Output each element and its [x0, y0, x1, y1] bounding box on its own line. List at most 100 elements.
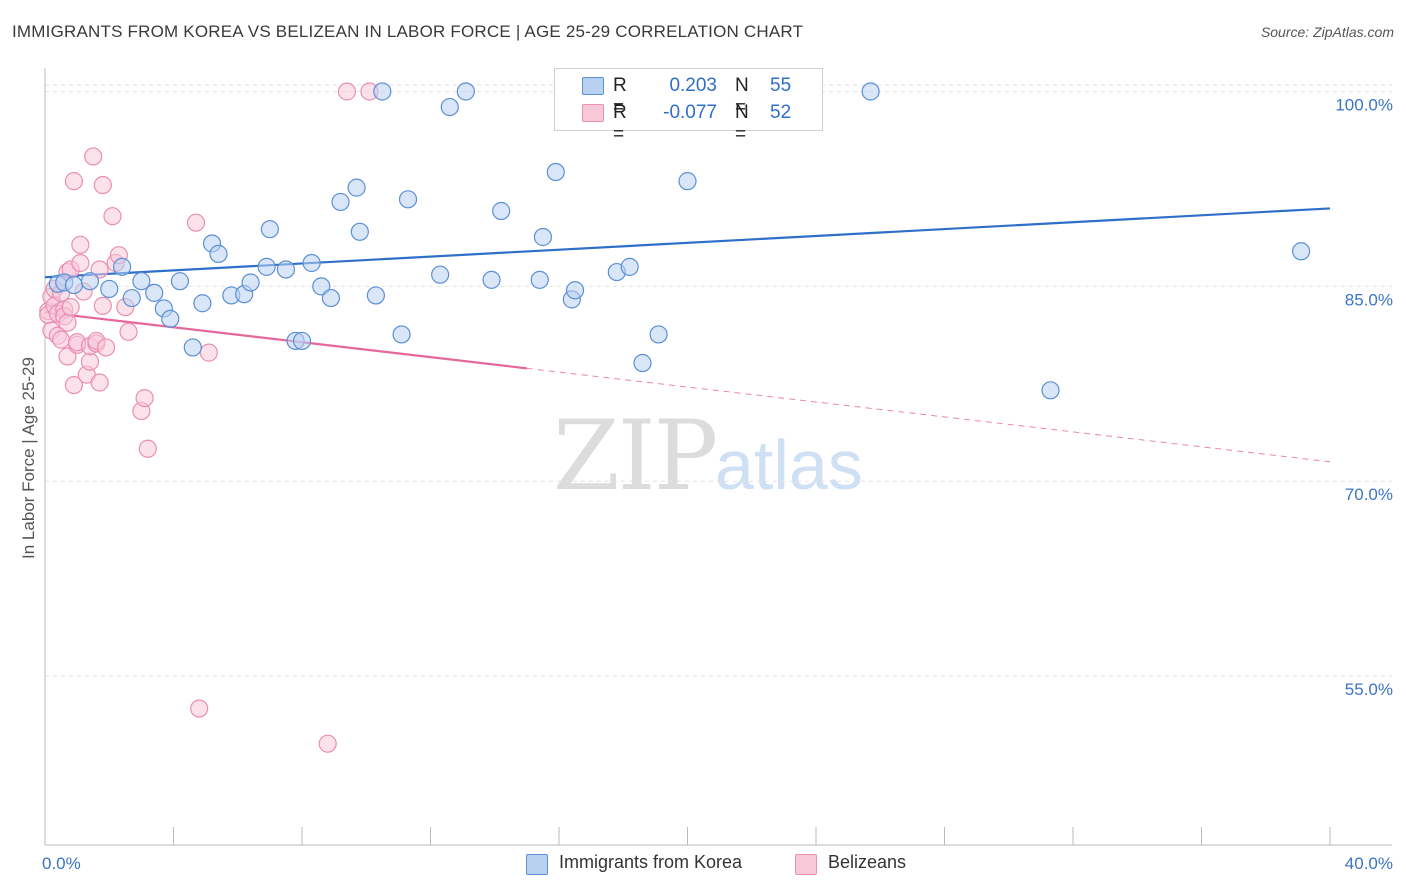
- legend-n-label: N =: [735, 102, 749, 145]
- point-korea: [209, 244, 228, 263]
- point-korea: [530, 270, 549, 289]
- tick-labels: 55.0% 70.0% 85.0% 100.0% 0.0% 40.0%: [42, 95, 1393, 873]
- y-tick-label: 70.0%: [1345, 485, 1393, 504]
- legend-n-value: 52: [770, 102, 792, 123]
- point-belizean: [90, 373, 109, 392]
- point-korea: [64, 275, 84, 295]
- legend-r-value: -0.077: [663, 102, 717, 123]
- legend-n-label: N =: [735, 75, 749, 118]
- point-belizean: [71, 235, 90, 254]
- point-korea: [276, 260, 296, 279]
- y-tick-label: 85.0%: [1345, 290, 1393, 309]
- point-korea: [292, 331, 312, 351]
- point-korea: [482, 270, 501, 289]
- point-korea: [312, 277, 331, 296]
- point-korea: [633, 353, 652, 373]
- watermark-zip: ZIP: [553, 400, 718, 512]
- point-belizean: [93, 296, 112, 315]
- trend-lines: [44, 207, 1331, 463]
- watermark-atlas: atlas: [715, 426, 863, 504]
- point-korea: [260, 220, 279, 239]
- trend-line-belizean-extension: [526, 367, 1331, 463]
- point-korea: [440, 97, 459, 117]
- point-korea: [861, 82, 880, 101]
- bottom-legend-label-korea: Immigrants from Korea: [559, 852, 743, 872]
- legend-swatch-belizean: [582, 104, 604, 122]
- point-belizean: [84, 147, 103, 166]
- legend-n-value: 55: [770, 75, 792, 96]
- point-belizean: [138, 439, 157, 458]
- point-korea: [347, 178, 366, 197]
- bottom-legend-swatch-korea: [526, 854, 548, 875]
- bottom-legend-label-belizean: Belizeans: [828, 852, 907, 872]
- point-korea: [100, 279, 119, 299]
- point-korea: [649, 325, 668, 344]
- point-korea: [1291, 242, 1311, 261]
- point-belizean: [58, 347, 77, 366]
- point-korea: [565, 281, 585, 300]
- source-credit: Source: ZipAtlas.com: [1260, 24, 1394, 40]
- point-korea: [145, 283, 164, 302]
- point-korea: [183, 338, 202, 357]
- point-belizean: [135, 388, 154, 408]
- point-korea: [112, 257, 132, 276]
- point-korea: [546, 162, 565, 182]
- point-korea: [392, 325, 411, 344]
- point-belizean: [318, 734, 337, 753]
- legend-swatch-korea: [582, 77, 604, 95]
- point-korea: [257, 257, 276, 276]
- point-korea: [80, 272, 100, 291]
- correlation-legend: R = 0.203 N = 55 R = -0.077 N = 52: [554, 68, 823, 145]
- point-belizean: [119, 322, 138, 341]
- y-tick-label: 100.0%: [1335, 95, 1393, 114]
- point-belizean: [96, 338, 116, 357]
- point-belizean: [58, 313, 77, 332]
- trend-line-belizean: [44, 311, 528, 370]
- trend-line-korea: [44, 207, 1331, 279]
- point-korea: [366, 286, 385, 305]
- grid-lines: [45, 84, 1392, 677]
- point-belizean: [337, 82, 357, 101]
- point-korea: [533, 227, 553, 247]
- point-korea: [678, 172, 697, 191]
- y-tick-label: 55.0%: [1345, 680, 1393, 699]
- point-korea: [132, 272, 151, 291]
- point-belizean: [64, 375, 84, 395]
- point-belizean: [93, 175, 112, 195]
- point-korea: [373, 82, 392, 101]
- point-belizean: [64, 172, 84, 191]
- y-axis-label: In Labor Force | Age 25-29: [19, 357, 38, 559]
- point-korea: [193, 294, 212, 313]
- legend-r-label: R =: [613, 102, 627, 145]
- point-korea: [431, 265, 450, 284]
- point-belizean: [103, 207, 122, 226]
- point-belizean: [61, 298, 80, 317]
- point-korea: [321, 288, 341, 308]
- x-tick-label-max: 40.0%: [1345, 854, 1393, 873]
- chart-title: IMMIGRANTS FROM KOREA VS BELIZEAN IN LAB…: [12, 22, 804, 41]
- bottom-legend-swatch-belizean: [795, 854, 817, 875]
- point-belizean: [190, 699, 209, 718]
- point-korea: [350, 222, 369, 241]
- point-belizean: [80, 352, 100, 371]
- point-belizean: [186, 213, 206, 232]
- point-korea: [456, 82, 475, 101]
- point-korea: [122, 288, 141, 308]
- x-tick-label-min: 0.0%: [42, 854, 81, 873]
- point-belizean: [71, 253, 90, 273]
- point-korea: [302, 253, 321, 273]
- point-korea: [492, 201, 511, 221]
- point-korea: [241, 273, 260, 292]
- point-korea: [331, 192, 350, 212]
- point-korea: [620, 257, 639, 276]
- point-belizean: [90, 260, 109, 279]
- point-belizean: [51, 330, 71, 349]
- legend-r-label: R =: [613, 75, 627, 118]
- axes: [44, 68, 1392, 846]
- point-korea: [398, 190, 418, 209]
- point-korea: [170, 272, 190, 291]
- point-belizean: [199, 343, 218, 362]
- point-korea: [161, 309, 180, 328]
- point-korea: [1041, 381, 1060, 400]
